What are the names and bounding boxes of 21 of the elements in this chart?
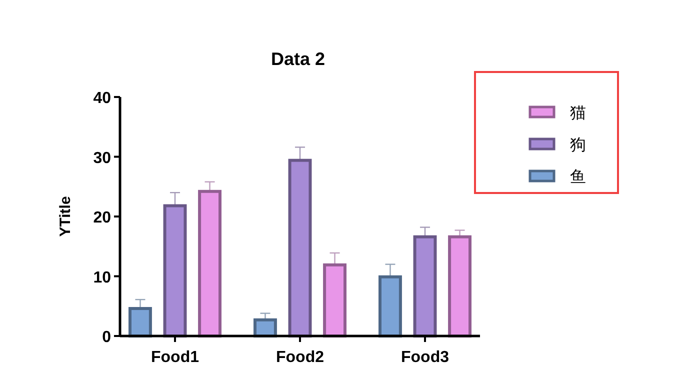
bar xyxy=(448,235,472,338)
legend-label: 狗 xyxy=(570,135,586,154)
y-tick-label: 30 xyxy=(93,150,112,167)
bar xyxy=(198,190,222,338)
x-tick-label: Food3 xyxy=(401,349,450,366)
y-axis-title: YTitle xyxy=(57,196,74,237)
chart-title: Data 2 xyxy=(270,49,326,69)
bar xyxy=(163,204,187,338)
bar xyxy=(413,235,437,338)
legend-label: 猫 xyxy=(570,103,586,122)
bar xyxy=(323,263,346,338)
y-tick-label: 10 xyxy=(93,269,112,286)
bar xyxy=(128,307,152,338)
bar xyxy=(378,275,402,338)
y-tick-label: 40 xyxy=(93,90,112,107)
y-tick-label: 0 xyxy=(102,329,112,346)
x-tick-label: Food2 xyxy=(276,349,324,366)
x-tick-label: Food1 xyxy=(151,349,200,366)
legend-label: 鱼 xyxy=(570,167,586,186)
bar xyxy=(288,158,312,338)
y-tick-label: 20 xyxy=(93,210,112,226)
